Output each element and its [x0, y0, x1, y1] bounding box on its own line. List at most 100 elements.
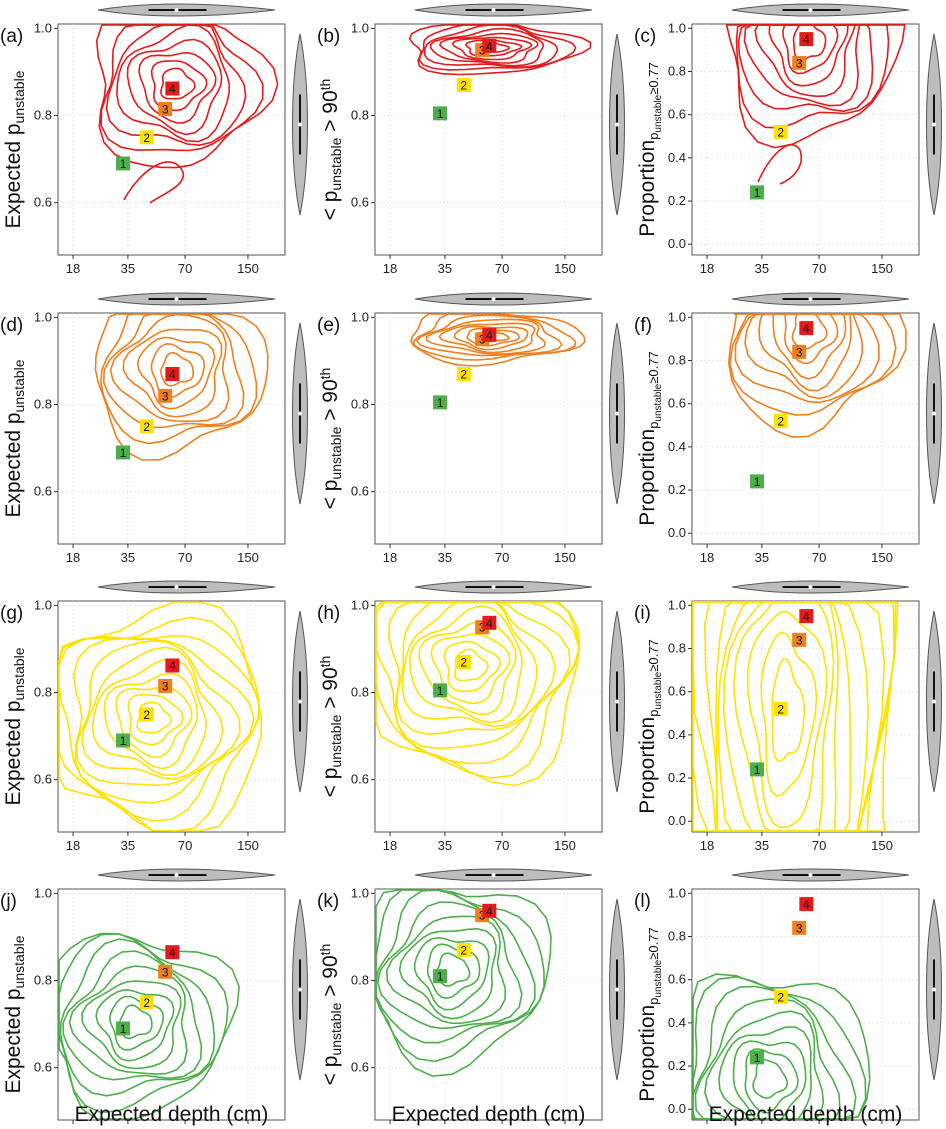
- y-tick-label: 0.2: [668, 482, 686, 497]
- x-tick-label: 35: [755, 1126, 769, 1129]
- marker-4: 4: [165, 658, 180, 673]
- x-tick-label: 35: [438, 550, 452, 565]
- y-tick-label: 0.0: [668, 1101, 686, 1116]
- y-tick-label: 0.4: [668, 439, 686, 454]
- violin-median: [615, 411, 619, 416]
- x-tick-label: 70: [495, 550, 509, 565]
- marker-4: 4: [799, 897, 814, 912]
- violin-median: [808, 297, 813, 301]
- contour-lines: [95, 24, 279, 204]
- y-tick-label: 0.8: [668, 640, 686, 655]
- marker-label: 1: [437, 396, 444, 410]
- x-tick-label: 70: [495, 1126, 509, 1129]
- marker-box: [165, 81, 180, 96]
- contour-level: [387, 601, 571, 750]
- x-tick-label: 35: [121, 261, 135, 276]
- x-tick-label: 18: [700, 1126, 714, 1129]
- contour-level: [408, 24, 592, 76]
- x-tick-label: 35: [438, 1126, 452, 1129]
- contour-level: [103, 672, 199, 770]
- contour-level: [744, 1048, 799, 1114]
- marker-1: 1: [433, 106, 448, 121]
- marker-box: [456, 943, 471, 958]
- marker-label: 4: [486, 616, 493, 630]
- panel-letter: (l): [634, 891, 651, 912]
- contour-level: [727, 313, 907, 438]
- y-tick-label: 0.0: [668, 525, 686, 540]
- y-tick-label: 0.8: [668, 352, 686, 367]
- violin-median: [615, 699, 619, 704]
- marker-label: 1: [437, 684, 444, 698]
- marker-label: 3: [479, 44, 486, 58]
- y-tick-label: 1.0: [34, 885, 52, 900]
- y-tick-label: 1.0: [668, 20, 686, 35]
- x-tick-label: 35: [438, 838, 452, 853]
- marker-label: 4: [486, 328, 493, 342]
- x-tick-label: 150: [237, 838, 259, 853]
- contour-level: [105, 24, 247, 147]
- marker-box: [750, 1050, 765, 1065]
- y-tick-label: 1.0: [668, 309, 686, 324]
- marker-box: [773, 124, 788, 139]
- marker-box: [158, 964, 173, 979]
- marker-1: 1: [116, 156, 131, 171]
- panel-letter: (e): [317, 315, 340, 336]
- contour-level: [375, 889, 552, 1077]
- y-tick-label: 0.6: [668, 684, 686, 699]
- x-tick-label: 18: [383, 261, 397, 276]
- y-axis-label: Proportionpunstable≥0.77: [636, 639, 664, 813]
- contour-level: [401, 601, 538, 728]
- contour-level: [425, 318, 547, 355]
- marker-4: 4: [165, 367, 180, 382]
- contour-level: [692, 601, 897, 832]
- y-tick-label: 0.2: [668, 193, 686, 208]
- marker-box: [792, 920, 807, 935]
- contour-level: [438, 32, 539, 64]
- violin-median: [174, 8, 179, 12]
- y-tick-label: 0.6: [34, 195, 52, 210]
- x-tick-label: 150: [871, 1126, 893, 1129]
- y-tick-label: 1.0: [34, 309, 52, 324]
- panel-letter: (c): [634, 26, 656, 47]
- panel-letter: (i): [634, 603, 651, 624]
- x-tick-label: 35: [755, 261, 769, 276]
- x-tick-label: 70: [495, 261, 509, 276]
- marker-box: [165, 367, 180, 382]
- marker-label: 3: [162, 965, 169, 979]
- plot-area: [57, 600, 286, 833]
- y-tick-label: 0.6: [34, 772, 52, 787]
- x-tick-label: 150: [871, 550, 893, 565]
- y-tick-label: 1.0: [351, 597, 369, 612]
- contour-lines: [408, 24, 592, 76]
- marker-3: 3: [792, 344, 807, 359]
- x-tick-label: 18: [383, 550, 397, 565]
- x-tick-label: 150: [871, 838, 893, 853]
- panel-letter: (j): [0, 891, 17, 912]
- marker-label: 2: [143, 996, 150, 1010]
- marker-box: [482, 38, 497, 53]
- marker-3: 3: [792, 632, 807, 647]
- contour-level: [75, 639, 241, 787]
- y-tick-label: 1.0: [351, 309, 369, 324]
- y-axis-label: Proportionpunstable≥0.77: [636, 62, 664, 236]
- x-tick-label: 35: [755, 838, 769, 853]
- marker-1: 1: [750, 185, 765, 200]
- marker-label: 1: [120, 1022, 127, 1036]
- contour-lines: [58, 601, 263, 832]
- x-tick-label: 150: [554, 1126, 576, 1129]
- marker-box: [799, 897, 814, 912]
- x-tick-label: 35: [438, 261, 452, 276]
- contour-level: [430, 633, 511, 705]
- contour-level: [58, 601, 263, 832]
- marker-2: 2: [773, 989, 788, 1004]
- panel-h: 18 35 70 150 0.6 0.8 1.0 1 2 3 4 (h) < punstable > 9…: [317, 580, 625, 853]
- marker-label: 4: [169, 82, 176, 96]
- x-tick-label: 150: [237, 261, 259, 276]
- violin-median: [491, 585, 496, 589]
- marker-label: 3: [479, 333, 486, 347]
- marker-box: [792, 55, 807, 70]
- marker-2: 2: [456, 367, 471, 382]
- y-tick-label: 0.4: [668, 727, 686, 742]
- y-tick-label: 0.8: [34, 973, 52, 988]
